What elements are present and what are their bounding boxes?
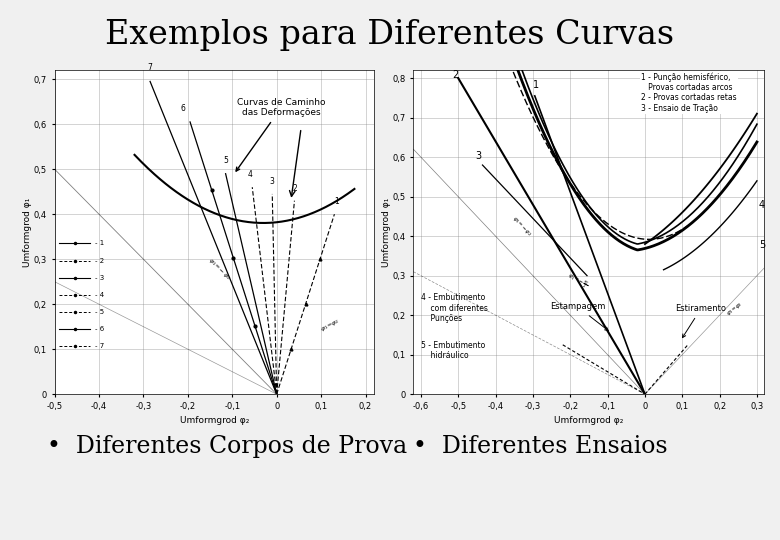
Text: Curvas de Caminho
das Deformações: Curvas de Caminho das Deformações <box>236 98 325 171</box>
Text: - 5: - 5 <box>94 309 104 315</box>
Text: 1: 1 <box>533 80 539 90</box>
Text: $\varphi_1\!=\!-\varphi_2$: $\varphi_1\!=\!-\varphi_2$ <box>510 215 534 239</box>
Text: - 7: - 7 <box>94 343 104 349</box>
Text: •  Diferentes Ensaios: • Diferentes Ensaios <box>413 435 668 458</box>
Text: 6: 6 <box>181 104 186 113</box>
X-axis label: Umformgrod φ₂: Umformgrod φ₂ <box>180 416 249 426</box>
Text: •  Diferentes Corpos de Prova: • Diferentes Corpos de Prova <box>47 435 407 458</box>
Text: 4 - Embutimento
    com diferentes
    Punções: 4 - Embutimento com diferentes Punções <box>421 293 488 323</box>
Text: - 2: - 2 <box>94 258 104 264</box>
Text: 5: 5 <box>223 156 228 165</box>
Text: 1: 1 <box>335 197 339 206</box>
Text: $\varphi_1\!=\!\varphi_2$: $\varphi_1\!=\!\varphi_2$ <box>319 317 341 334</box>
Text: 4: 4 <box>247 170 253 179</box>
Text: - 6: - 6 <box>94 326 104 332</box>
Text: $\varphi_1\!=\!\!-\!\frac{\varphi_2}{2}$: $\varphi_1\!=\!\!-\!\frac{\varphi_2}{2}$ <box>565 270 590 292</box>
Y-axis label: Umformgrod φ₁: Umformgrod φ₁ <box>23 198 32 267</box>
Text: - 4: - 4 <box>94 292 104 298</box>
Text: Estampagem: Estampagem <box>550 302 608 330</box>
Text: 2: 2 <box>293 184 298 193</box>
Text: 3: 3 <box>475 151 481 161</box>
Text: - 3: - 3 <box>94 275 104 281</box>
Text: $\varphi_1\!=\!\varphi_2$: $\varphi_1\!=\!\varphi_2$ <box>725 300 744 318</box>
Text: $\varphi_1\!=\!-\varphi_2$: $\varphi_1\!=\!-\varphi_2$ <box>206 256 232 282</box>
Text: 5: 5 <box>759 240 765 250</box>
Text: 5 - Embutimento
    hidráulico: 5 - Embutimento hidráulico <box>421 341 485 360</box>
Text: 4: 4 <box>759 200 765 211</box>
Y-axis label: Umformgrod φ₁: Umformgrod φ₁ <box>382 198 391 267</box>
Text: Exemplos para Diferentes Curvas: Exemplos para Diferentes Curvas <box>105 19 675 51</box>
X-axis label: Umformgrod φ₂: Umformgrod φ₂ <box>555 416 623 426</box>
Text: 7: 7 <box>147 63 153 72</box>
Text: - 1: - 1 <box>94 240 104 246</box>
Text: 2: 2 <box>452 70 459 80</box>
Text: Estiramento: Estiramento <box>675 304 726 338</box>
Text: 1 - Punção hemisférico,
   Provas cortadas arcos
2 - Provas cortadas retas
3 - E: 1 - Punção hemisférico, Provas cortadas … <box>641 72 737 113</box>
Text: 3: 3 <box>270 177 275 186</box>
